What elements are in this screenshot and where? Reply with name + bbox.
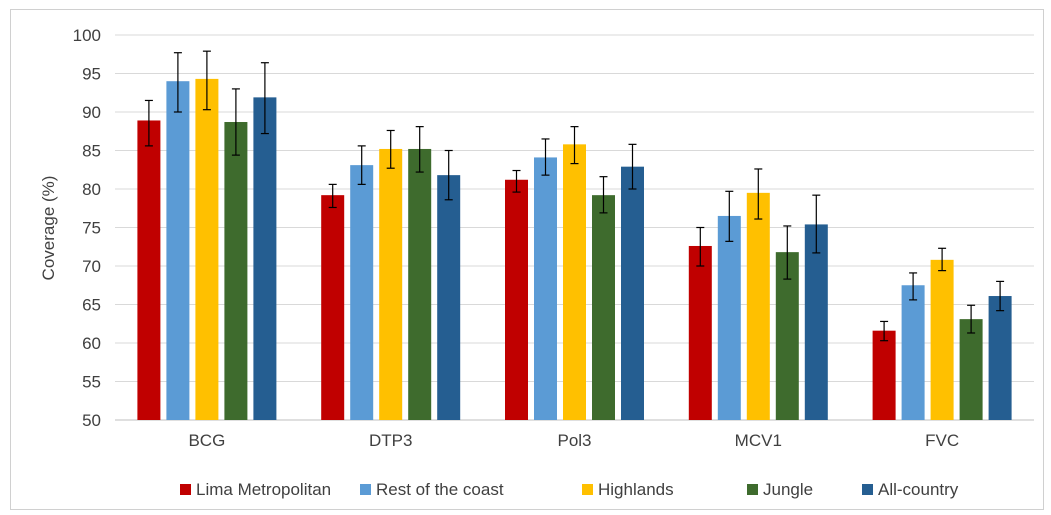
legend-swatch: [862, 484, 873, 495]
error-bar: [909, 272, 918, 301]
x-tick-labels: BCG DTP3 Pol3 MCV1 FVC: [188, 431, 959, 450]
bar-bcg-all-country: [253, 97, 277, 421]
bar-dtp3-highlands: [379, 148, 403, 420]
error-bar: [231, 88, 240, 156]
legend-swatch: [747, 484, 758, 495]
bar-dtp3-all-country: [437, 175, 461, 420]
legend-item: Rest of the coast: [360, 480, 504, 499]
error-bar: [328, 183, 337, 209]
bar-pol3-lima-metropolitan: [505, 179, 528, 420]
bar-pol3-highlands: [563, 144, 586, 420]
y-tick-labels: 50 55 60 65 70 75 80 85 90 95 100: [73, 26, 101, 430]
y-tick-label: 80: [82, 180, 101, 199]
legend-label: Rest of the coast: [376, 480, 504, 499]
legend-label: Highlands: [598, 480, 674, 499]
legend-label: Jungle: [763, 480, 813, 499]
x-tick-label: FVC: [925, 431, 959, 450]
legend: Lima Metropolitan Rest of the coast Highla…: [180, 480, 959, 499]
legend-item: Highlands: [582, 480, 674, 499]
y-tick-label: 55: [82, 373, 101, 392]
bar-bcg-lima-metropolitan: [137, 120, 161, 420]
bar-pol3-jungle: [592, 195, 615, 420]
error-bar: [386, 129, 395, 169]
legend-item: Jungle: [747, 480, 813, 499]
legend-label: Lima Metropolitan: [196, 480, 331, 499]
x-tick-label: BCG: [188, 431, 225, 450]
y-tick-label: 75: [82, 219, 101, 238]
legend-label: All-country: [878, 480, 959, 499]
y-tick-label: 95: [82, 65, 101, 84]
error-bar: [144, 99, 153, 147]
error-bar: [415, 126, 424, 173]
error-bar: [541, 138, 550, 176]
error-bar: [512, 169, 521, 193]
bar-bcg-rest-of-the-coast: [166, 81, 190, 420]
error-bar: [696, 226, 705, 267]
bar-pol3-all-country: [621, 166, 644, 420]
error-bar: [357, 145, 366, 185]
error-bar: [754, 168, 763, 220]
bar-dtp3-rest-of-the-coast: [350, 165, 374, 420]
bar-fvc-jungle: [959, 319, 983, 420]
error-bar: [260, 62, 269, 135]
legend-swatch: [582, 484, 593, 495]
legend-item: All-country: [862, 480, 959, 499]
y-axis-title: Coverage (%): [39, 176, 58, 281]
y-tick-label: 65: [82, 296, 101, 315]
bar-fvc-highlands: [930, 259, 954, 420]
y-tick-label: 50: [82, 411, 101, 430]
bar-fvc-rest-of-the-coast: [901, 285, 925, 420]
error-bar: [173, 52, 182, 113]
bar-mcv1-lima-metropolitan: [688, 245, 712, 420]
bar-mcv1-jungle: [775, 252, 799, 420]
bar-fvc-lima-metropolitan: [872, 330, 896, 420]
y-tick-label: 100: [73, 26, 101, 45]
error-bars: [144, 50, 1005, 342]
bar-pol3-rest-of-the-coast: [534, 157, 557, 420]
error-bar: [599, 176, 608, 214]
error-bar: [725, 190, 734, 242]
x-tick-label: DTP3: [369, 431, 412, 450]
bar-mcv1-rest-of-the-coast: [717, 215, 741, 420]
bar-fvc-all-country: [988, 296, 1012, 420]
legend-swatch: [180, 484, 191, 495]
error-bar: [967, 304, 976, 334]
error-bar: [628, 143, 637, 190]
error-bar: [783, 225, 792, 280]
y-tick-label: 70: [82, 257, 101, 276]
x-tick-label: MCV1: [735, 431, 782, 450]
bar-bcg-jungle: [224, 122, 248, 420]
bar-dtp3-jungle: [408, 148, 432, 420]
error-bar: [444, 149, 453, 201]
error-bar: [202, 50, 211, 111]
bar-mcv1-all-country: [804, 224, 828, 420]
legend-item: Lima Metropolitan: [180, 480, 331, 499]
error-bar: [880, 320, 889, 342]
error-bar: [938, 247, 947, 272]
bar-bcg-highlands: [195, 78, 219, 420]
error-bar: [812, 194, 821, 254]
y-tick-label: 85: [82, 142, 101, 161]
error-bar: [570, 126, 579, 165]
legend-swatch: [360, 484, 371, 495]
error-bar: [996, 280, 1005, 312]
bar-dtp3-lima-metropolitan: [321, 195, 345, 420]
x-tick-label: Pol3: [557, 431, 591, 450]
bar-mcv1-highlands: [746, 192, 770, 420]
y-tick-label: 60: [82, 334, 101, 353]
y-tick-label: 90: [82, 103, 101, 122]
bars: [137, 78, 1012, 421]
